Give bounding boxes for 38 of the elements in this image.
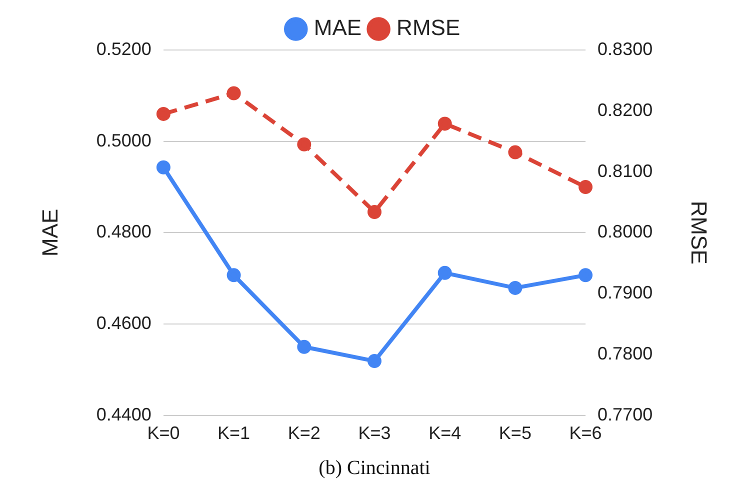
- point: [297, 340, 312, 354]
- x-tick-label: K=0: [147, 423, 180, 444]
- point: [297, 137, 312, 152]
- y2-tick-label: 0.7900: [598, 282, 653, 303]
- point: [368, 204, 382, 219]
- y-axis-title: MAE: [37, 208, 62, 257]
- legend-label: RMSE: [396, 15, 460, 40]
- x-tick-label: K=1: [218, 423, 250, 444]
- y2-tick-label: 0.7800: [598, 343, 653, 364]
- x-tick-label: K=5: [498, 423, 532, 444]
- y-tick-label: 0.5000: [96, 130, 152, 150]
- point: [438, 266, 452, 280]
- point: [226, 268, 241, 282]
- y2-tick-label: 0.7700: [598, 404, 653, 424]
- point: [578, 268, 593, 282]
- y2-axis-title: RMSE: [686, 200, 712, 264]
- y-tick-label: 0.4600: [96, 313, 152, 334]
- y2-tick-label: 0.8300: [598, 38, 653, 59]
- y2-tick-label: 0.8200: [598, 100, 653, 120]
- point: [578, 180, 593, 194]
- point: [508, 145, 522, 160]
- legend-label: MAE: [314, 15, 362, 40]
- point: [226, 86, 241, 100]
- point: [508, 280, 522, 295]
- point: [368, 354, 382, 368]
- y-tick-label: 0.5200: [96, 38, 152, 59]
- text: (b) Cincinnati: [318, 457, 432, 480]
- point: [156, 106, 170, 121]
- point: [438, 116, 452, 131]
- y-tick-label: 0.4400: [96, 404, 152, 424]
- point: [156, 160, 170, 174]
- y-tick-label: 0.4800: [96, 222, 152, 242]
- y2-tick-label: 0.8100: [598, 160, 653, 181]
- x-tick-label: K=4: [428, 423, 462, 444]
- x-tick-label: K=2: [288, 423, 320, 444]
- y2-tick-label: 0.8000: [598, 222, 653, 242]
- x-tick-label: K=6: [569, 423, 602, 444]
- x-tick-label: K=3: [358, 423, 391, 444]
